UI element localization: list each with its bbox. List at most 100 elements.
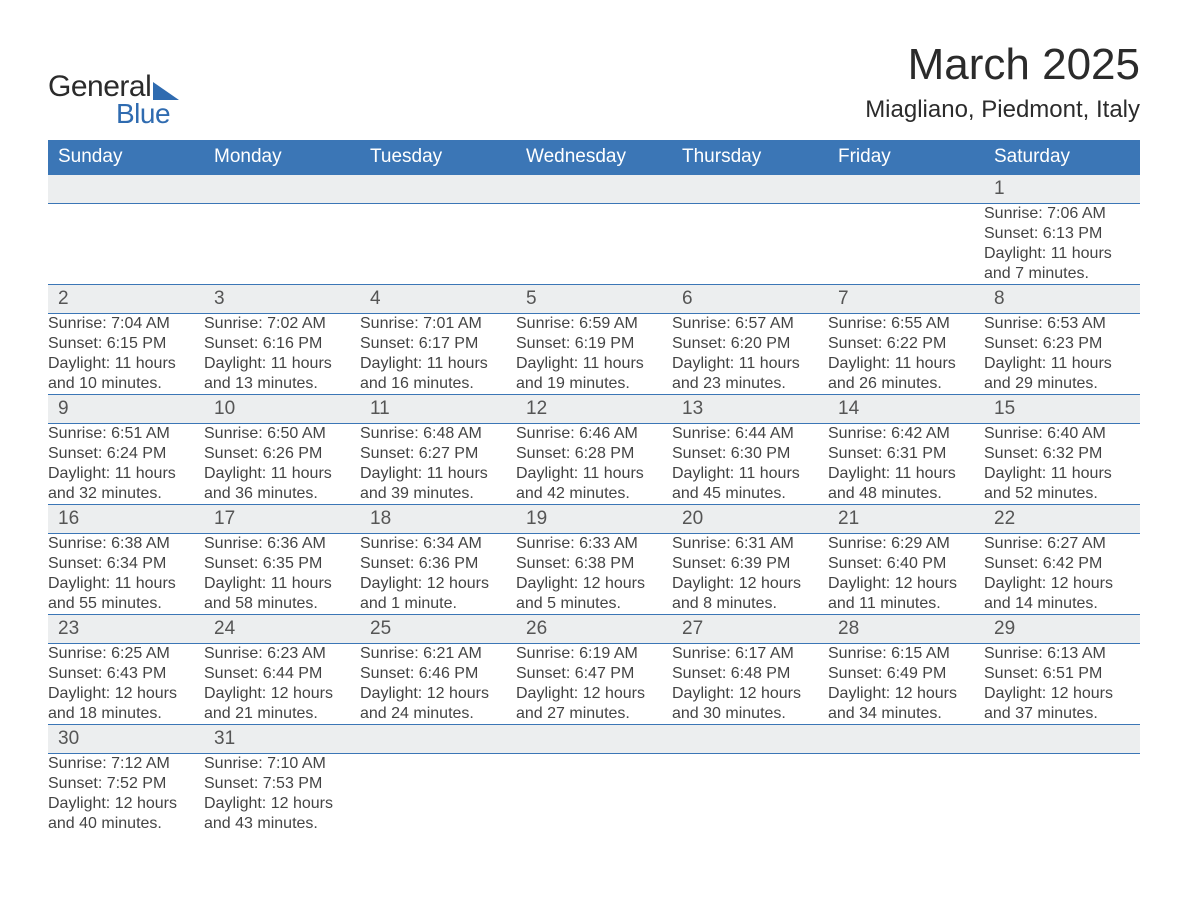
day-number-cell: 22 (984, 505, 1140, 534)
day-number-cell: 14 (828, 395, 984, 424)
day-number-cell: 26 (516, 615, 672, 644)
day-info-cell (828, 204, 984, 285)
sunrise-text: Sunrise: 6:17 AM (672, 644, 828, 664)
day-number-cell: 7 (828, 285, 984, 314)
sunset-text: Sunset: 6:43 PM (48, 664, 204, 684)
week-daynum-row: 23242526272829 (48, 615, 1140, 644)
day-sun-info: Sunrise: 6:59 AMSunset: 6:19 PMDaylight:… (516, 314, 672, 394)
day-number-cell (360, 725, 516, 754)
day-number: 8 (984, 285, 1140, 313)
day-info-cell: Sunrise: 7:02 AMSunset: 6:16 PMDaylight:… (204, 314, 360, 395)
day-number: 18 (360, 505, 516, 533)
day-info-cell: Sunrise: 6:46 AMSunset: 6:28 PMDaylight:… (516, 424, 672, 505)
day-number-cell: 24 (204, 615, 360, 644)
day-sun-info: Sunrise: 6:38 AMSunset: 6:34 PMDaylight:… (48, 534, 204, 614)
day-number-cell: 4 (360, 285, 516, 314)
sunrise-text: Sunrise: 6:33 AM (516, 534, 672, 554)
day-info-cell (828, 754, 984, 835)
sunset-text: Sunset: 6:13 PM (984, 224, 1140, 244)
day-sun-info: Sunrise: 6:31 AMSunset: 6:39 PMDaylight:… (672, 534, 828, 614)
sunset-text: Sunset: 6:35 PM (204, 554, 360, 574)
week-daynum-row: 9101112131415 (48, 395, 1140, 424)
sunset-text: Sunset: 6:26 PM (204, 444, 360, 464)
day-number-cell: 13 (672, 395, 828, 424)
day-number-empty (48, 175, 204, 203)
day-number: 5 (516, 285, 672, 313)
day-number: 24 (204, 615, 360, 643)
sunrise-text: Sunrise: 6:50 AM (204, 424, 360, 444)
day-number-cell: 23 (48, 615, 204, 644)
sunset-text: Sunset: 6:28 PM (516, 444, 672, 464)
sunrise-text: Sunrise: 6:15 AM (828, 644, 984, 664)
daylight-text: Daylight: 12 hours and 8 minutes. (672, 574, 828, 614)
day-number-cell (204, 175, 360, 204)
day-info-cell: Sunrise: 6:15 AMSunset: 6:49 PMDaylight:… (828, 644, 984, 725)
day-sun-info: Sunrise: 6:25 AMSunset: 6:43 PMDaylight:… (48, 644, 204, 724)
sunset-text: Sunset: 6:44 PM (204, 664, 360, 684)
day-number-cell: 15 (984, 395, 1140, 424)
day-sun-info: Sunrise: 6:23 AMSunset: 6:44 PMDaylight:… (204, 644, 360, 724)
sunrise-text: Sunrise: 6:42 AM (828, 424, 984, 444)
day-info-cell: Sunrise: 6:44 AMSunset: 6:30 PMDaylight:… (672, 424, 828, 505)
day-info-cell: Sunrise: 6:48 AMSunset: 6:27 PMDaylight:… (360, 424, 516, 505)
col-saturday: Saturday (984, 140, 1140, 175)
day-sun-info: Sunrise: 6:53 AMSunset: 6:23 PMDaylight:… (984, 314, 1140, 394)
day-info-cell: Sunrise: 6:38 AMSunset: 6:34 PMDaylight:… (48, 534, 204, 615)
day-number-empty (984, 725, 1140, 753)
day-number-cell: 19 (516, 505, 672, 534)
sunset-text: Sunset: 6:27 PM (360, 444, 516, 464)
day-sun-info: Sunrise: 6:40 AMSunset: 6:32 PMDaylight:… (984, 424, 1140, 504)
day-number-cell: 28 (828, 615, 984, 644)
sunrise-text: Sunrise: 6:38 AM (48, 534, 204, 554)
day-info-cell (672, 204, 828, 285)
day-info-cell: Sunrise: 6:59 AMSunset: 6:19 PMDaylight:… (516, 314, 672, 395)
day-sun-info: Sunrise: 6:50 AMSunset: 6:26 PMDaylight:… (204, 424, 360, 504)
week-info-row: Sunrise: 6:25 AMSunset: 6:43 PMDaylight:… (48, 644, 1140, 725)
daylight-text: Daylight: 11 hours and 10 minutes. (48, 354, 204, 394)
day-number-cell: 12 (516, 395, 672, 424)
day-info-cell: Sunrise: 6:17 AMSunset: 6:48 PMDaylight:… (672, 644, 828, 725)
day-number-empty (672, 175, 828, 203)
day-number-cell: 8 (984, 285, 1140, 314)
day-number-cell: 18 (360, 505, 516, 534)
sunrise-text: Sunrise: 6:48 AM (360, 424, 516, 444)
sunset-text: Sunset: 6:32 PM (984, 444, 1140, 464)
day-number: 20 (672, 505, 828, 533)
day-info-cell: Sunrise: 7:12 AMSunset: 7:52 PMDaylight:… (48, 754, 204, 835)
sunrise-text: Sunrise: 6:23 AM (204, 644, 360, 664)
col-friday: Friday (828, 140, 984, 175)
week-daynum-row: 16171819202122 (48, 505, 1140, 534)
sunrise-text: Sunrise: 6:34 AM (360, 534, 516, 554)
day-number: 16 (48, 505, 204, 533)
day-number-cell: 6 (672, 285, 828, 314)
day-info-cell: Sunrise: 6:19 AMSunset: 6:47 PMDaylight:… (516, 644, 672, 725)
daylight-text: Daylight: 11 hours and 48 minutes. (828, 464, 984, 504)
day-number: 13 (672, 395, 828, 423)
sunset-text: Sunset: 6:31 PM (828, 444, 984, 464)
daylight-text: Daylight: 11 hours and 7 minutes. (984, 244, 1140, 284)
day-number-empty (672, 725, 828, 753)
day-number-cell: 17 (204, 505, 360, 534)
day-info-cell: Sunrise: 6:34 AMSunset: 6:36 PMDaylight:… (360, 534, 516, 615)
logo-text-blue: Blue (116, 98, 170, 130)
day-info-cell (516, 204, 672, 285)
day-number: 6 (672, 285, 828, 313)
sunrise-text: Sunrise: 6:53 AM (984, 314, 1140, 334)
day-number: 12 (516, 395, 672, 423)
day-number-cell: 29 (984, 615, 1140, 644)
day-number: 27 (672, 615, 828, 643)
daylight-text: Daylight: 12 hours and 34 minutes. (828, 684, 984, 724)
day-number-cell: 25 (360, 615, 516, 644)
week-info-row: Sunrise: 7:04 AMSunset: 6:15 PMDaylight:… (48, 314, 1140, 395)
daylight-text: Daylight: 12 hours and 14 minutes. (984, 574, 1140, 614)
daylight-text: Daylight: 12 hours and 27 minutes. (516, 684, 672, 724)
daylight-text: Daylight: 12 hours and 40 minutes. (48, 794, 204, 834)
day-number: 7 (828, 285, 984, 313)
sunset-text: Sunset: 6:39 PM (672, 554, 828, 574)
sunrise-text: Sunrise: 6:59 AM (516, 314, 672, 334)
sunset-text: Sunset: 6:34 PM (48, 554, 204, 574)
daylight-text: Daylight: 11 hours and 16 minutes. (360, 354, 516, 394)
day-info-cell (360, 204, 516, 285)
day-number-cell: 11 (360, 395, 516, 424)
day-number-cell (828, 725, 984, 754)
